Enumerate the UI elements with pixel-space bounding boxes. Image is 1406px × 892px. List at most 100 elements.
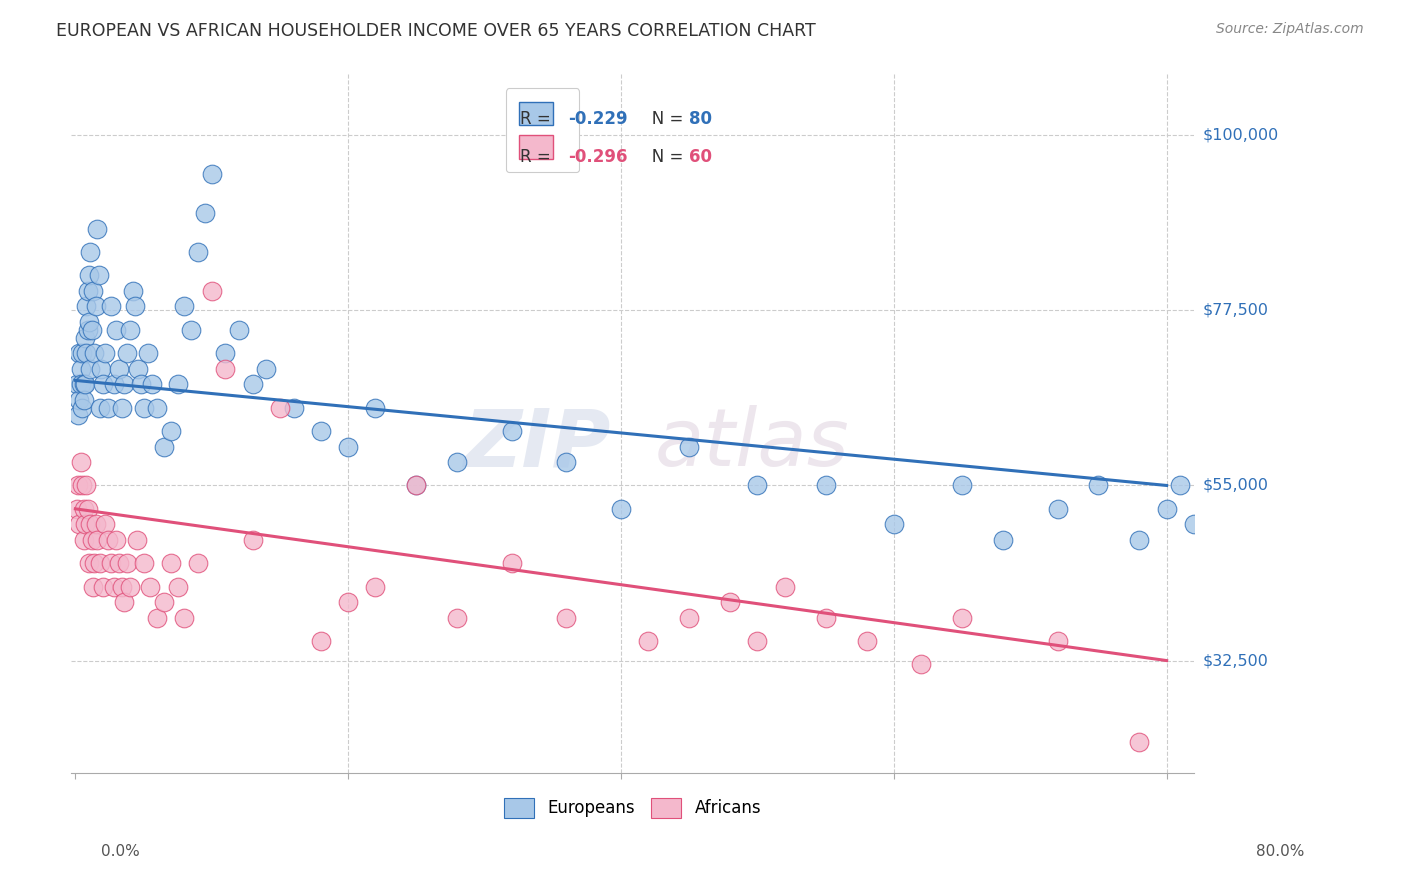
Point	[991, 533, 1014, 547]
Point	[84, 300, 107, 314]
Point	[70, 401, 93, 415]
Point	[309, 424, 332, 438]
Point	[121, 284, 143, 298]
Point	[111, 580, 134, 594]
Point	[242, 377, 264, 392]
Point	[146, 611, 169, 625]
Point	[87, 268, 110, 283]
Text: 80: 80	[689, 110, 711, 128]
Text: $100,000: $100,000	[1202, 128, 1278, 143]
Point	[242, 533, 264, 547]
Point	[103, 377, 125, 392]
Point	[153, 440, 176, 454]
Point	[114, 377, 136, 392]
Text: $55,000: $55,000	[1202, 478, 1268, 493]
Point	[67, 478, 90, 492]
Point	[86, 533, 108, 547]
Point	[1156, 501, 1178, 516]
Point	[70, 346, 93, 360]
Point	[159, 424, 181, 438]
Point	[75, 478, 97, 492]
Point	[91, 377, 114, 392]
Point	[283, 401, 305, 415]
Point	[132, 401, 155, 415]
Point	[678, 611, 700, 625]
Point	[337, 595, 360, 609]
Point	[405, 478, 427, 492]
Point	[77, 268, 100, 283]
Point	[610, 501, 633, 516]
Point	[166, 580, 188, 594]
Point	[67, 392, 90, 407]
Point	[82, 580, 104, 594]
Point	[1182, 517, 1205, 532]
Legend: Europeans, Africans: Europeans, Africans	[498, 791, 768, 824]
Text: R =: R =	[520, 110, 557, 128]
Point	[94, 346, 117, 360]
Point	[814, 478, 837, 492]
Point	[90, 361, 112, 376]
Point	[91, 580, 114, 594]
Text: Source: ZipAtlas.com: Source: ZipAtlas.com	[1216, 22, 1364, 37]
Point	[501, 424, 523, 438]
Point	[115, 346, 138, 360]
Point	[1087, 478, 1109, 492]
Point	[201, 284, 224, 298]
Point	[446, 455, 468, 469]
Point	[405, 478, 427, 492]
Text: ZIP: ZIP	[463, 405, 610, 483]
Point	[501, 556, 523, 570]
Point	[105, 323, 128, 337]
Point	[79, 517, 101, 532]
Text: 60: 60	[689, 148, 711, 166]
Point	[364, 580, 387, 594]
Point	[747, 634, 769, 648]
Point	[180, 323, 202, 337]
Point	[69, 377, 91, 392]
Point	[124, 300, 146, 314]
Point	[111, 401, 134, 415]
Point	[86, 221, 108, 235]
Point	[637, 634, 659, 648]
Point	[214, 361, 236, 376]
Point	[84, 517, 107, 532]
Point	[173, 611, 195, 625]
Point	[146, 401, 169, 415]
Point	[115, 556, 138, 570]
Text: N =: N =	[636, 148, 689, 166]
Point	[125, 533, 148, 547]
Point	[814, 611, 837, 625]
Point	[187, 244, 209, 259]
Point	[73, 517, 96, 532]
Point	[83, 556, 105, 570]
Point	[83, 346, 105, 360]
Point	[950, 478, 973, 492]
Text: atlas: atlas	[655, 405, 849, 483]
Point	[103, 580, 125, 594]
Point	[173, 300, 195, 314]
Point	[127, 361, 149, 376]
Point	[678, 440, 700, 454]
Point	[159, 556, 181, 570]
Point	[82, 284, 104, 298]
Point	[73, 330, 96, 344]
Text: -0.229: -0.229	[568, 110, 628, 128]
Point	[118, 580, 141, 594]
Point	[747, 478, 769, 492]
Point	[69, 455, 91, 469]
Point	[187, 556, 209, 570]
Point	[555, 455, 578, 469]
Point	[79, 361, 101, 376]
Point	[100, 556, 122, 570]
Point	[97, 401, 120, 415]
Point	[950, 611, 973, 625]
Text: -0.296: -0.296	[568, 148, 628, 166]
Point	[337, 440, 360, 454]
Point	[97, 533, 120, 547]
Point	[100, 300, 122, 314]
Point	[70, 478, 93, 492]
Text: $77,500: $77,500	[1202, 303, 1268, 318]
Point	[309, 634, 332, 648]
Point	[94, 517, 117, 532]
Point	[108, 556, 131, 570]
